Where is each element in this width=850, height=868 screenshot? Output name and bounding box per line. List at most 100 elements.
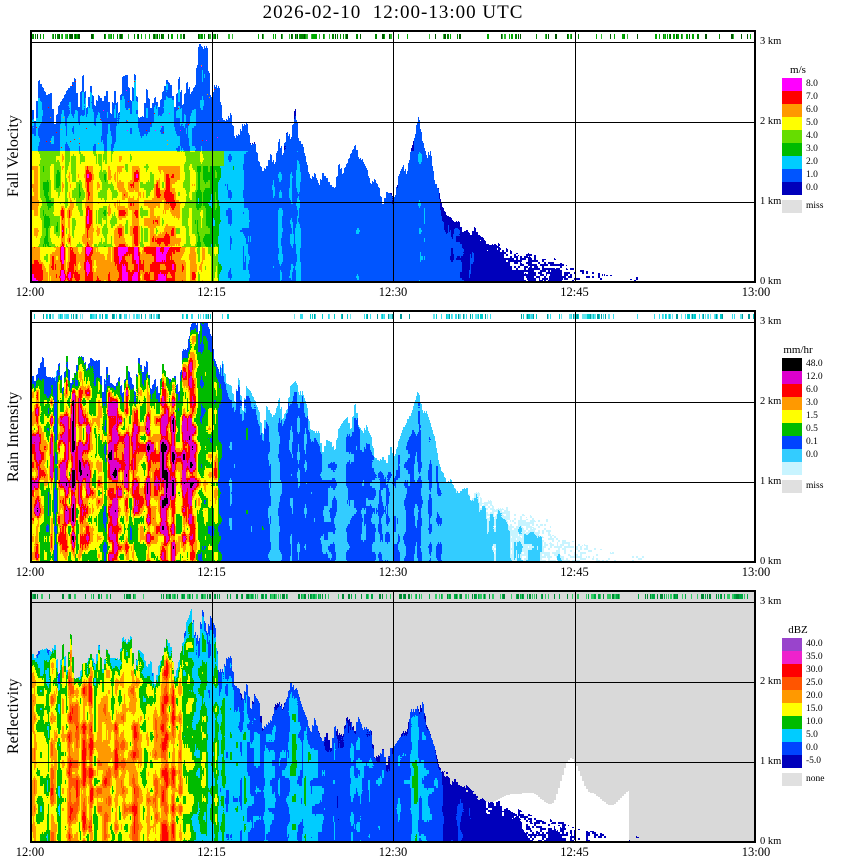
y-tick-label: 1 km bbox=[760, 756, 782, 767]
colorbar-title: dBZ bbox=[788, 624, 808, 636]
y-tick-label: 0 km bbox=[760, 276, 782, 287]
colorbar-tick-label: 8.0 bbox=[806, 79, 818, 89]
colorbar-swatch bbox=[782, 200, 802, 213]
colorbar-entry: 2.0 bbox=[782, 156, 842, 169]
colorbar-entry: miss bbox=[782, 480, 842, 493]
colorbar-tick-label: none bbox=[806, 774, 825, 784]
colorbar-entry: 15.0 bbox=[782, 703, 842, 716]
rain-intensity-heatmap bbox=[30, 310, 756, 563]
colorbar-entry: 5.0 bbox=[782, 117, 842, 130]
colorbar-entry: 30.0 bbox=[782, 664, 842, 677]
colorbar-tick-label: 3.0 bbox=[806, 398, 818, 408]
colorbar-tick-label: 20.0 bbox=[806, 691, 823, 701]
colorbar-entry: 0.0 bbox=[782, 449, 842, 462]
colorbar-swatch bbox=[782, 690, 802, 703]
colorbar-entry: 20.0 bbox=[782, 690, 842, 703]
y-tick-label: 2 km bbox=[760, 676, 782, 687]
colorbar-tick-label: 5.0 bbox=[806, 118, 818, 128]
colorbar-tick-label: 0.1 bbox=[806, 437, 818, 447]
colorbar-tick-label: 0.0 bbox=[806, 450, 818, 460]
colorbar-tick-label: miss bbox=[806, 201, 824, 211]
y-tick-label: 1 km bbox=[760, 476, 782, 487]
colorbar-tick-label: 1.5 bbox=[806, 411, 818, 421]
colorbar-swatch bbox=[782, 143, 802, 156]
colorbar-swatch bbox=[782, 358, 802, 371]
y-tick-label: 2 km bbox=[760, 396, 782, 407]
colorbar-swatch bbox=[782, 91, 802, 104]
colorbar-reflectivity: dBZ 40.0 35.0 30.0 25.0 20.0 15.0 10.0 5.0 0.0 -5… bbox=[782, 624, 842, 786]
y-tick-label: 1 km bbox=[760, 196, 782, 207]
colorbar-entry: 3.0 bbox=[782, 143, 842, 156]
colorbar-tick-label: 35.0 bbox=[806, 652, 823, 662]
colorbar-tick-label: miss bbox=[806, 481, 824, 491]
x-tick-label: 12:45 bbox=[560, 285, 589, 299]
colorbar-swatch bbox=[782, 156, 802, 169]
y-tick-label: 3 km bbox=[760, 596, 782, 607]
x-tick-label: 12:45 bbox=[560, 845, 589, 859]
colorbar-tick-label: 6.0 bbox=[806, 105, 818, 115]
panel-label-reflectivity: Reflectivity bbox=[5, 678, 22, 755]
x-tick-label: 12:45 bbox=[560, 565, 589, 579]
x-tick-label: 12:15 bbox=[197, 845, 226, 859]
colorbar-swatch bbox=[782, 677, 802, 690]
colorbar-entry: 0.0 bbox=[782, 182, 842, 195]
x-tick-label: 12:30 bbox=[378, 565, 408, 579]
colorbar-entry: 6.0 bbox=[782, 104, 842, 117]
colorbar-tick-label: 0.0 bbox=[806, 183, 818, 193]
colorbar-tick-label: 2.0 bbox=[806, 157, 818, 167]
colorbar-entry: 0.5 bbox=[782, 423, 842, 436]
colorbar-tick-label: 48.0 bbox=[806, 359, 823, 369]
colorbar-tick-label: 0.5 bbox=[806, 424, 818, 434]
colorbar-entry: 5.0 bbox=[782, 729, 842, 742]
colorbar-tick-label: 30.0 bbox=[806, 665, 823, 675]
colorbar-swatch bbox=[782, 716, 802, 729]
colorbar-swatch bbox=[782, 436, 802, 449]
colorbar-swatch bbox=[782, 117, 802, 130]
colorbar-swatch bbox=[782, 755, 802, 768]
colorbar-tick-label: 1.0 bbox=[806, 170, 818, 180]
y-tick-label: 0 km bbox=[760, 836, 782, 847]
colorbar-tick-label: 7.0 bbox=[806, 92, 818, 102]
colorbar-swatch bbox=[782, 742, 802, 755]
y-tick-label: 3 km bbox=[760, 36, 782, 47]
colorbar-title: mm/hr bbox=[783, 344, 813, 356]
x-tick-label: 13:00 bbox=[741, 565, 771, 579]
colorbar-swatch bbox=[782, 703, 802, 716]
colorbar-entry bbox=[782, 462, 842, 475]
colorbar-tick-label: 0.0 bbox=[806, 743, 818, 753]
reflectivity-heatmap bbox=[30, 590, 756, 843]
y-tick-label: 2 km bbox=[760, 116, 782, 127]
colorbar-entry: 0.1 bbox=[782, 436, 842, 449]
colorbar-entry: 1.0 bbox=[782, 169, 842, 182]
colorbar-swatch bbox=[782, 664, 802, 677]
colorbar-tick-label: 10.0 bbox=[806, 717, 823, 727]
colorbar-entry: 48.0 bbox=[782, 358, 842, 371]
colorbar-swatch bbox=[782, 130, 802, 143]
colorbar-entry: 35.0 bbox=[782, 651, 842, 664]
colorbar-tick-label: 5.0 bbox=[806, 730, 818, 740]
fall-velocity-heatmap bbox=[30, 30, 756, 283]
colorbar-entry: 6.0 bbox=[782, 384, 842, 397]
x-tick-label: 13:00 bbox=[741, 845, 771, 859]
colorbar-entry: 40.0 bbox=[782, 638, 842, 651]
colorbar-swatch bbox=[782, 104, 802, 117]
colorbar-entry: 0.0 bbox=[782, 742, 842, 755]
panel-label-fall-velocity: Fall Velocity bbox=[5, 115, 22, 198]
colorbar-swatch bbox=[782, 462, 802, 475]
colorbar-tick-label: 4.0 bbox=[806, 131, 818, 141]
colorbar-tick-label: 6.0 bbox=[806, 385, 818, 395]
colorbar-swatch bbox=[782, 773, 802, 786]
colorbar-entry: -5.0 bbox=[782, 755, 842, 768]
plot-title: 2026-02-10 12:00-13:00 UTC bbox=[262, 2, 524, 23]
panel-label-rain-intensity: Rain Intensity bbox=[5, 391, 22, 482]
colorbar-entry: 8.0 bbox=[782, 78, 842, 91]
colorbar-entry: 25.0 bbox=[782, 677, 842, 690]
colorbar-swatch bbox=[782, 384, 802, 397]
colorbar-tick-label: 12.0 bbox=[806, 372, 823, 382]
y-tick-label: 3 km bbox=[760, 316, 782, 327]
colorbar-swatch bbox=[782, 169, 802, 182]
colorbar-entry: 4.0 bbox=[782, 130, 842, 143]
colorbar-swatch bbox=[782, 371, 802, 384]
x-tick-label: 12:15 bbox=[197, 285, 226, 299]
